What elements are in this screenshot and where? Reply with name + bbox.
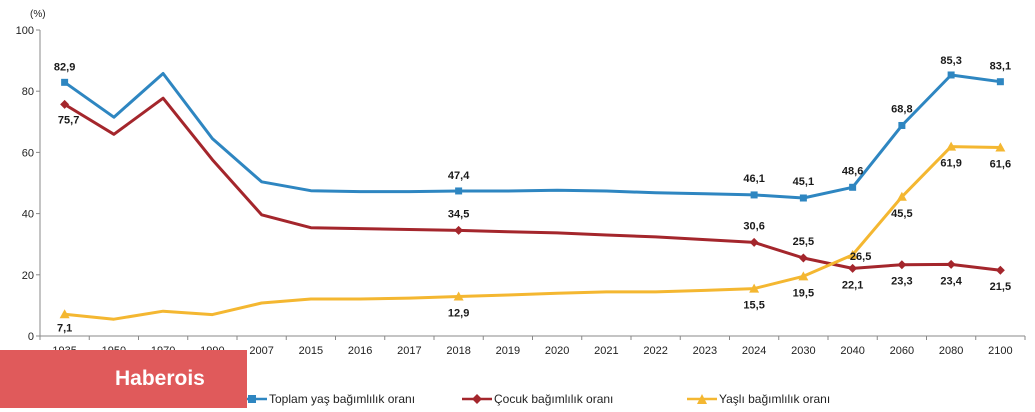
series-line-toplam [63, 72, 1001, 200]
data-label-cocuk: 34,5 [448, 208, 469, 220]
x-tick-label: 2024 [742, 345, 766, 357]
x-tick-label: 2017 [397, 345, 421, 357]
x-tick-label: 2060 [890, 345, 914, 357]
data-point-cocuk [798, 253, 808, 263]
data-label-toplam: 85,3 [940, 55, 961, 67]
data-point-yasli [798, 271, 809, 281]
data-label-cocuk: 23,4 [940, 275, 962, 287]
data-point-cocuk [995, 265, 1005, 275]
data-point-yasli [453, 291, 464, 301]
data-point-cocuk [848, 263, 858, 273]
y-tick-label: 20 [22, 270, 34, 282]
chart-series [59, 71, 1006, 321]
chart-axes: (%)0204060801001935195019701990200720152… [16, 9, 1026, 357]
data-label-cocuk: 22,1 [842, 279, 863, 291]
data-point-cocuk [60, 99, 70, 109]
data-label-cocuk: 23,3 [891, 276, 912, 288]
chart-data-labels: 82,9 47,4 46,1 45,1 48,6 68,8 85,3 83,1 75,7 34,5… [54, 55, 1011, 334]
data-point-toplam [996, 78, 1004, 86]
legend-cocuk-swatch [462, 394, 492, 404]
data-point-cocuk [749, 237, 759, 247]
data-label-toplam: 82,9 [54, 61, 75, 73]
watermark-banner: Haberois [0, 350, 247, 408]
legend-toplam: Toplam yaş bağımlılık oranı [237, 392, 415, 406]
data-point-yasli [995, 142, 1006, 152]
legend-yasli-swatch [687, 394, 717, 404]
data-label-yasli: 15,5 [743, 300, 764, 312]
x-tick-label: 2020 [545, 345, 569, 357]
y-tick-label: 0 [28, 331, 34, 343]
data-label-toplam: 45,1 [793, 176, 814, 188]
data-point-toplam [750, 191, 758, 199]
x-tick-label: 2016 [348, 345, 372, 357]
data-label-toplam: 83,1 [990, 61, 1011, 73]
x-tick-label: 2021 [594, 345, 618, 357]
data-label-cocuk: 30,6 [743, 220, 764, 232]
data-point-yasli [749, 283, 760, 293]
series-line-yasli [64, 145, 1001, 321]
data-label-yasli: 12,9 [448, 308, 469, 320]
data-label-toplam: 48,6 [842, 165, 863, 177]
series-line-cocuk [63, 96, 1001, 272]
data-point-toplam [799, 194, 807, 202]
data-point-cocuk [454, 225, 464, 235]
data-point-toplam [947, 71, 955, 79]
y-tick-label: 40 [22, 209, 34, 221]
data-label-cocuk: 25,5 [793, 236, 814, 248]
data-label-toplam: 46,1 [743, 173, 764, 185]
x-tick-label: 2022 [643, 345, 667, 357]
data-label-yasli: 26,5 [850, 251, 871, 263]
legend-cocuk-label: Çocuk bağımlılık oranı [494, 392, 614, 406]
data-label-yasli: 19,5 [793, 287, 814, 299]
legend-yasli: Yaşlı bağımlılık oranı [687, 392, 830, 406]
data-point-cocuk [897, 260, 907, 270]
data-point-cocuk [946, 259, 956, 269]
data-label-toplam: 47,4 [448, 170, 470, 182]
legend-cocuk: Çocuk bağımlılık oranı [462, 392, 613, 406]
x-tick-label: 2015 [299, 345, 323, 357]
y-tick-label: 60 [22, 147, 34, 159]
x-tick-label: 2040 [840, 345, 864, 357]
watermark-text: Haberois [115, 367, 205, 390]
data-label-cocuk: 75,7 [58, 114, 79, 126]
x-tick-label: 2030 [791, 345, 815, 357]
data-label-cocuk: 21,5 [990, 281, 1011, 293]
data-point-yasli [59, 309, 70, 319]
data-point-toplam [898, 121, 906, 129]
y-unit-label: (%) [30, 9, 46, 20]
data-point-yasli [946, 141, 957, 151]
x-tick-label: 2080 [939, 345, 963, 357]
data-label-yasli: 61,9 [940, 158, 961, 170]
data-label-yasli: 45,5 [891, 208, 912, 220]
x-tick-label: 2100 [988, 345, 1012, 357]
x-tick-label: 2023 [693, 345, 717, 357]
data-point-toplam [61, 78, 69, 86]
y-tick-label: 100 [16, 25, 34, 37]
x-tick-label: 2019 [496, 345, 520, 357]
data-point-toplam [849, 183, 857, 191]
legend-toplam-label: Toplam yaş bağımlılık oranı [269, 392, 416, 406]
data-label-toplam: 68,8 [891, 103, 912, 115]
data-point-toplam [455, 187, 463, 195]
data-label-yasli: 7,1 [57, 322, 72, 334]
data-point-yasli [896, 191, 907, 201]
legend-yasli-label: Yaşlı bağımlılık oranı [719, 392, 831, 406]
data-point-yasli [847, 249, 858, 259]
x-tick-label: 2018 [446, 345, 470, 357]
x-tick-label: 2007 [249, 345, 273, 357]
y-tick-label: 80 [22, 86, 34, 98]
data-label-yasli: 61,6 [990, 159, 1011, 171]
